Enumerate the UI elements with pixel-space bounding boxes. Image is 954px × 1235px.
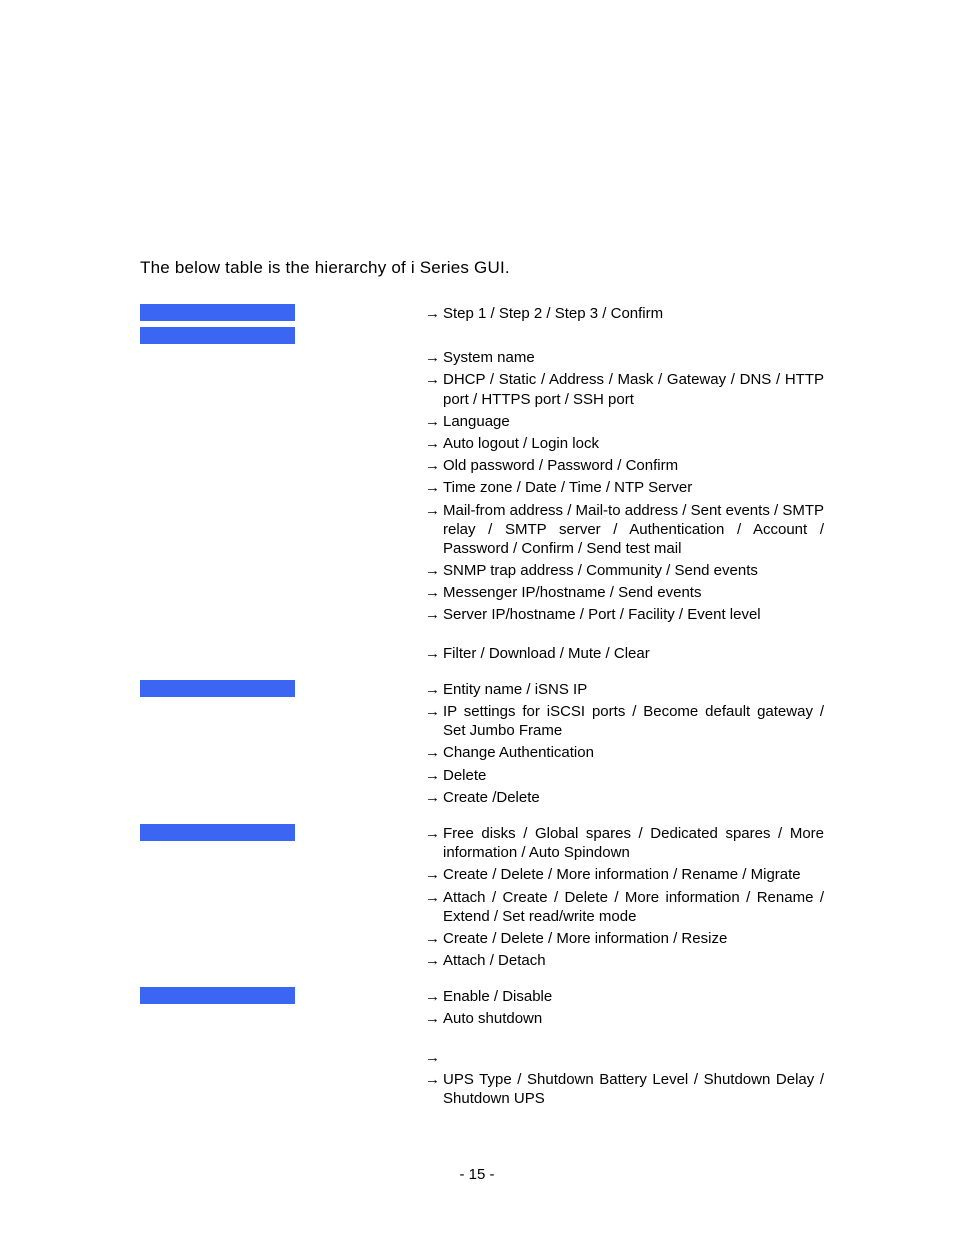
hierarchy-text: Create /Delete — [443, 788, 824, 807]
hierarchy-text: Delete — [443, 766, 824, 785]
hierarchy-text: Auto logout / Login lock — [443, 434, 824, 453]
blue-bar — [140, 824, 295, 841]
section-items: →Enable / Disable→Auto shutdown→→UPS Typ… — [425, 987, 824, 1111]
arrow-icon: → — [425, 951, 443, 970]
hierarchy-row: →Change Authentication — [425, 743, 824, 762]
page-number: - 15 - — [0, 1166, 954, 1183]
hierarchy-grid: →Step 1 / Step 2 / Step 3 / Confirm→Syst… — [140, 304, 824, 1111]
blue-bar — [140, 680, 295, 697]
arrow-icon: → — [425, 929, 443, 948]
hierarchy-row: →Create / Delete / More information / Re… — [425, 865, 824, 884]
hierarchy-text: IP settings for iSCSI ports / Become def… — [443, 702, 824, 740]
arrow-icon: → — [425, 605, 443, 624]
hierarchy-row: →Auto logout / Login lock — [425, 434, 824, 453]
hierarchy-text: Attach / Create / Delete / More informat… — [443, 888, 824, 926]
page: The below table is the hierarchy of i Se… — [0, 0, 954, 1235]
arrow-icon: → — [425, 583, 443, 602]
hierarchy-text: Mail-from address / Mail-to address / Se… — [443, 501, 824, 559]
arrow-icon: → — [425, 743, 443, 762]
hierarchy-row: →System name — [425, 348, 824, 367]
hierarchy-row: →Create / Delete / More information / Re… — [425, 929, 824, 948]
hierarchy-text: Old password / Password / Confirm — [443, 456, 824, 475]
hierarchy-text: Enable / Disable — [443, 987, 824, 1006]
hierarchy-row: →Messenger IP/hostname / Send events — [425, 583, 824, 602]
hierarchy-row: →Attach / Create / Delete / More informa… — [425, 888, 824, 926]
hierarchy-row: →Server IP/hostname / Port / Facility / … — [425, 605, 824, 624]
arrow-icon: → — [425, 644, 443, 663]
hierarchy-row: →Free disks / Global spares / Dedicated … — [425, 824, 824, 862]
hierarchy-text: SNMP trap address / Community / Send eve… — [443, 561, 824, 580]
blue-bar — [140, 327, 295, 344]
hierarchy-row: →Time zone / Date / Time / NTP Server — [425, 478, 824, 497]
arrow-icon: → — [425, 412, 443, 431]
arrow-icon: → — [425, 788, 443, 807]
hierarchy-text: Attach / Detach — [443, 951, 824, 970]
section-bar-group — [140, 680, 295, 697]
arrow-icon: → — [425, 987, 443, 1006]
blue-bar — [140, 304, 295, 321]
hierarchy-text: Messenger IP/hostname / Send events — [443, 583, 824, 602]
arrow-icon: → — [425, 865, 443, 884]
hierarchy-text: Create / Delete / More information / Res… — [443, 929, 824, 948]
blue-bar — [140, 987, 295, 1004]
hierarchy-row: →Filter / Download / Mute / Clear — [425, 644, 824, 663]
section-bar-group — [140, 987, 295, 1004]
arrow-icon: → — [425, 348, 443, 367]
arrow-icon: → — [425, 1048, 443, 1067]
hierarchy-row: →Create /Delete — [425, 788, 824, 807]
arrow-icon: → — [425, 561, 443, 580]
hierarchy-row: →IP settings for iSCSI ports / Become de… — [425, 702, 824, 740]
hierarchy-text: System name — [443, 348, 824, 367]
arrow-icon: → — [425, 478, 443, 497]
section-bar-group — [140, 304, 295, 344]
hierarchy-text: Entity name / iSNS IP — [443, 680, 824, 699]
hierarchy-row: →Attach / Detach — [425, 951, 824, 970]
arrow-icon: → — [425, 370, 443, 389]
intro-text: The below table is the hierarchy of i Se… — [140, 258, 824, 278]
arrow-icon: → — [425, 888, 443, 907]
hierarchy-row: →Old password / Password / Confirm — [425, 456, 824, 475]
hierarchy-row: →Mail-from address / Mail-to address / S… — [425, 501, 824, 559]
hierarchy-row: →Step 1 / Step 2 / Step 3 / Confirm — [425, 304, 824, 323]
section-items: →Entity name / iSNS IP→IP settings for i… — [425, 680, 824, 810]
hierarchy-row: →Auto shutdown — [425, 1009, 824, 1028]
hierarchy-text: Create / Delete / More information / Ren… — [443, 865, 824, 884]
hierarchy-text: Auto shutdown — [443, 1009, 824, 1028]
hierarchy-row: →DHCP / Static / Address / Mask / Gatewa… — [425, 370, 824, 408]
arrow-icon: → — [425, 1070, 443, 1089]
arrow-icon: → — [425, 456, 443, 475]
section-bar-group — [140, 824, 295, 841]
hierarchy-row: →Language — [425, 412, 824, 431]
arrow-icon: → — [425, 680, 443, 699]
hierarchy-text: Time zone / Date / Time / NTP Server — [443, 478, 824, 497]
hierarchy-text: Free disks / Global spares / Dedicated s… — [443, 824, 824, 862]
hierarchy-row: →Enable / Disable — [425, 987, 824, 1006]
hierarchy-text: Server IP/hostname / Port / Facility / E… — [443, 605, 824, 624]
arrow-icon: → — [425, 702, 443, 721]
arrow-icon: → — [425, 501, 443, 520]
hierarchy-text: Filter / Download / Mute / Clear — [443, 644, 824, 663]
arrow-icon: → — [425, 1009, 443, 1028]
hierarchy-text: DHCP / Static / Address / Mask / Gateway… — [443, 370, 824, 408]
hierarchy-row: →Delete — [425, 766, 824, 785]
arrow-icon: → — [425, 304, 443, 323]
hierarchy-text: Step 1 / Step 2 / Step 3 / Confirm — [443, 304, 824, 323]
hierarchy-row: → — [425, 1048, 824, 1067]
arrow-icon: → — [425, 766, 443, 785]
section-items: →Step 1 / Step 2 / Step 3 / Confirm→Syst… — [425, 304, 824, 666]
arrow-icon: → — [425, 434, 443, 453]
hierarchy-text: Language — [443, 412, 824, 431]
section-items: →Free disks / Global spares / Dedicated … — [425, 824, 824, 973]
hierarchy-row: →UPS Type / Shutdown Battery Level / Shu… — [425, 1070, 824, 1108]
hierarchy-row: →Entity name / iSNS IP — [425, 680, 824, 699]
arrow-icon: → — [425, 824, 443, 843]
hierarchy-text: UPS Type / Shutdown Battery Level / Shut… — [443, 1070, 824, 1108]
hierarchy-row: →SNMP trap address / Community / Send ev… — [425, 561, 824, 580]
hierarchy-text: Change Authentication — [443, 743, 824, 762]
